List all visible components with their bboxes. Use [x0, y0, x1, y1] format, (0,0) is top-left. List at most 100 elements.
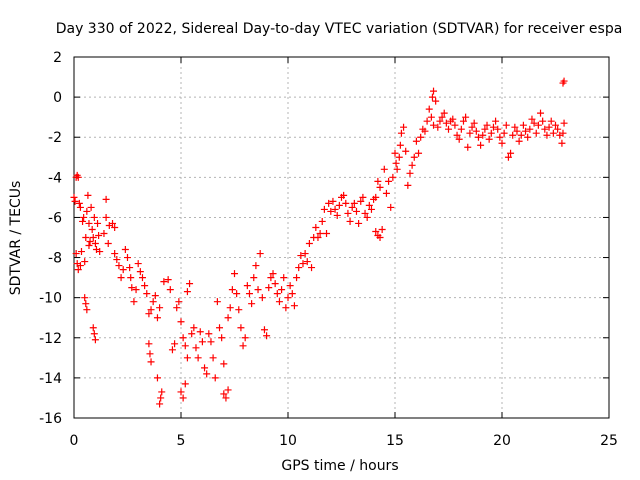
data-point: [295, 264, 303, 272]
data-point: [124, 254, 131, 262]
data-point: [385, 177, 393, 185]
data-point: [329, 197, 337, 205]
data-point: [374, 177, 382, 185]
data-point: [453, 131, 461, 139]
data-point: [222, 394, 230, 402]
data-point: [267, 274, 275, 282]
data-point: [524, 133, 532, 141]
x-tick-label: 0: [70, 433, 79, 449]
y-tick-label: -10: [39, 291, 62, 307]
data-point: [517, 131, 525, 139]
data-point: [327, 207, 335, 215]
data-point: [252, 262, 260, 270]
data-point: [153, 374, 161, 382]
data-point: [539, 117, 547, 125]
data-point: [445, 125, 452, 133]
y-axis-label: SDTVAR / TECUs: [8, 181, 24, 296]
data-point: [160, 278, 168, 286]
data-point: [183, 354, 191, 362]
data-point: [389, 173, 397, 181]
data-point: [77, 248, 85, 256]
data-point: [265, 284, 273, 292]
data-point: [181, 380, 189, 388]
data-point: [464, 143, 472, 151]
data-point: [485, 135, 493, 143]
data-point: [102, 213, 110, 221]
data-point: [400, 123, 408, 131]
data-point: [156, 400, 164, 408]
data-point: [489, 123, 497, 131]
data-point: [402, 147, 410, 155]
data-point: [498, 139, 506, 147]
data-point: [175, 298, 183, 306]
data-point: [158, 388, 166, 396]
data-point: [74, 266, 82, 274]
data-point: [233, 290, 241, 298]
data-point: [425, 105, 433, 113]
data-point: [136, 268, 144, 276]
x-tick-label: 15: [386, 433, 404, 449]
data-point: [198, 338, 206, 346]
data-point: [554, 125, 562, 133]
data-point: [359, 193, 367, 201]
data-point: [396, 141, 404, 149]
y-tick-label: 0: [53, 90, 62, 106]
data-point: [207, 338, 215, 346]
data-point: [290, 302, 298, 310]
data-point: [434, 123, 442, 131]
data-point: [350, 199, 358, 207]
data-point: [352, 207, 360, 215]
data-point: [297, 252, 305, 260]
data-point: [88, 225, 96, 233]
data-point: [496, 133, 504, 141]
data-point: [70, 193, 78, 201]
data-point: [134, 260, 142, 268]
data-point: [392, 159, 400, 167]
data-point: [395, 153, 403, 161]
data-point: [213, 298, 221, 306]
data-point: [543, 131, 551, 139]
y-tick-label: -12: [39, 331, 62, 347]
data-point: [509, 131, 517, 139]
data-point: [86, 238, 94, 246]
data-point: [288, 290, 296, 298]
data-point: [468, 123, 476, 131]
data-point: [559, 129, 567, 137]
data-point: [111, 250, 119, 258]
data-point: [344, 209, 352, 217]
data-point: [153, 314, 161, 322]
data-point: [205, 330, 213, 338]
data-point: [318, 217, 326, 225]
data-point: [526, 125, 534, 133]
data-point: [256, 250, 264, 258]
data-point: [502, 121, 510, 129]
data-point: [258, 294, 266, 302]
data-point: [430, 121, 438, 129]
data-point: [194, 354, 202, 362]
data-point: [500, 129, 508, 137]
data-point: [303, 258, 311, 266]
data-point: [545, 123, 553, 131]
data-point: [89, 234, 97, 241]
data-point: [149, 298, 157, 306]
data-point: [466, 129, 474, 137]
x-axis-label: GPS time / hours: [281, 458, 398, 474]
data-point: [340, 191, 348, 199]
data-point: [71, 197, 79, 205]
data-point: [254, 286, 262, 294]
chart-title: Day 330 of 2022, Sidereal Day-to-day VTE…: [56, 21, 623, 37]
data-point: [220, 360, 228, 368]
data-point: [376, 234, 384, 241]
data-point: [412, 137, 420, 145]
data-point: [81, 258, 89, 266]
y-tick-label: -6: [48, 210, 62, 226]
data-point: [278, 286, 286, 294]
data-point: [224, 314, 232, 322]
data-point: [393, 165, 401, 173]
data-point: [94, 219, 102, 227]
data-point: [378, 225, 386, 233]
axis-ticks: 0 5 10 15 20 25 -16 -14 -12 -10 -8 -6 -4 -2 0 2: [39, 50, 618, 449]
data-point: [323, 229, 331, 237]
data-point: [218, 334, 226, 342]
data-point: [260, 326, 268, 334]
